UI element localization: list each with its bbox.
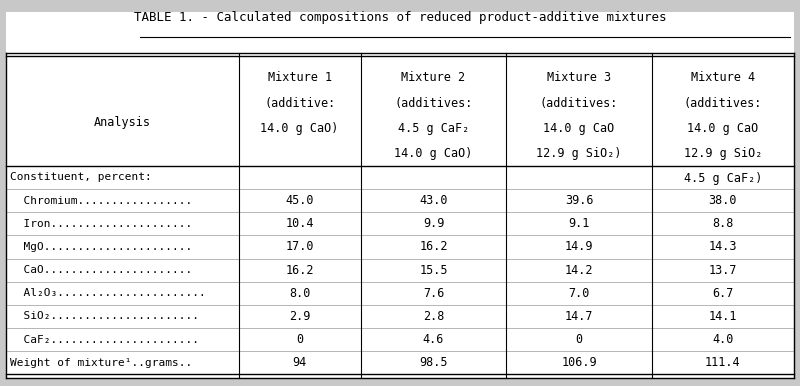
Text: Mixture 2: Mixture 2 [402, 71, 466, 85]
Text: 98.5: 98.5 [419, 356, 448, 369]
Text: 13.7: 13.7 [709, 264, 737, 277]
Text: SiO₂......................: SiO₂...................... [10, 312, 198, 322]
Text: 14.0 g CaO): 14.0 g CaO) [394, 147, 473, 160]
Text: 14.1: 14.1 [709, 310, 737, 323]
Text: CaF₂......................: CaF₂...................... [10, 335, 198, 345]
Text: Iron.....................: Iron..................... [10, 219, 192, 229]
Text: 16.2: 16.2 [419, 240, 448, 254]
Text: 4.5 g CaF₂: 4.5 g CaF₂ [398, 122, 469, 135]
Text: ________________________________________________________________: ________________________________________… [160, 37, 640, 50]
Text: 45.0: 45.0 [286, 194, 314, 207]
Text: 4.5 g CaF₂): 4.5 g CaF₂) [683, 172, 762, 185]
Text: 9.9: 9.9 [422, 217, 444, 230]
Text: 14.0 g CaO: 14.0 g CaO [543, 122, 614, 135]
Text: 12.9 g SiO₂): 12.9 g SiO₂) [536, 147, 622, 160]
Text: 10.4: 10.4 [286, 217, 314, 230]
Text: 8.0: 8.0 [289, 287, 310, 300]
Text: 14.7: 14.7 [565, 310, 594, 323]
Text: (additives:: (additives: [540, 96, 618, 110]
Text: 14.9: 14.9 [565, 240, 594, 254]
Text: Chromium.................: Chromium................. [10, 196, 192, 206]
Text: 38.0: 38.0 [709, 194, 737, 207]
Text: 7.6: 7.6 [422, 287, 444, 300]
Text: 111.4: 111.4 [705, 356, 741, 369]
Text: 2.9: 2.9 [289, 310, 310, 323]
Text: 106.9: 106.9 [562, 356, 597, 369]
Text: CaO......................: CaO...................... [10, 265, 192, 275]
Text: 43.0: 43.0 [419, 194, 448, 207]
Text: 7.0: 7.0 [569, 287, 590, 300]
Text: 14.2: 14.2 [565, 264, 594, 277]
Text: Analysis: Analysis [94, 116, 151, 129]
Text: Mixture 1: Mixture 1 [267, 71, 332, 85]
Text: 0: 0 [575, 333, 582, 346]
Text: 16.2: 16.2 [286, 264, 314, 277]
Text: (additive:: (additive: [264, 96, 335, 110]
Text: 12.9 g SiO₂: 12.9 g SiO₂ [683, 147, 762, 160]
Text: 8.8: 8.8 [712, 217, 734, 230]
Text: 17.0: 17.0 [286, 240, 314, 254]
Text: 14.0 g CaO): 14.0 g CaO) [261, 122, 339, 135]
Text: 4.6: 4.6 [422, 333, 444, 346]
Text: 39.6: 39.6 [565, 194, 594, 207]
Text: Mixture 4: Mixture 4 [690, 71, 755, 85]
Text: (additives:: (additives: [683, 96, 762, 110]
Text: 15.5: 15.5 [419, 264, 448, 277]
Text: 94: 94 [293, 356, 306, 369]
Text: 14.0 g CaO: 14.0 g CaO [687, 122, 758, 135]
Text: 14.3: 14.3 [709, 240, 737, 254]
Text: Weight of mixture¹..grams..: Weight of mixture¹..grams.. [10, 358, 192, 368]
Text: 6.7: 6.7 [712, 287, 734, 300]
Text: TABLE 1. - Calculated compositions of reduced product-additive mixtures: TABLE 1. - Calculated compositions of re… [134, 11, 666, 24]
Text: Mixture 3: Mixture 3 [547, 71, 611, 85]
Text: Constituent, percent:: Constituent, percent: [10, 173, 151, 183]
Text: 0: 0 [296, 333, 303, 346]
Text: MgO......................: MgO...................... [10, 242, 192, 252]
Text: 2.8: 2.8 [422, 310, 444, 323]
Text: (additives:: (additives: [394, 96, 473, 110]
Text: Al₂O₃......................: Al₂O₃...................... [10, 288, 206, 298]
Text: 4.0: 4.0 [712, 333, 734, 346]
Text: 9.1: 9.1 [569, 217, 590, 230]
